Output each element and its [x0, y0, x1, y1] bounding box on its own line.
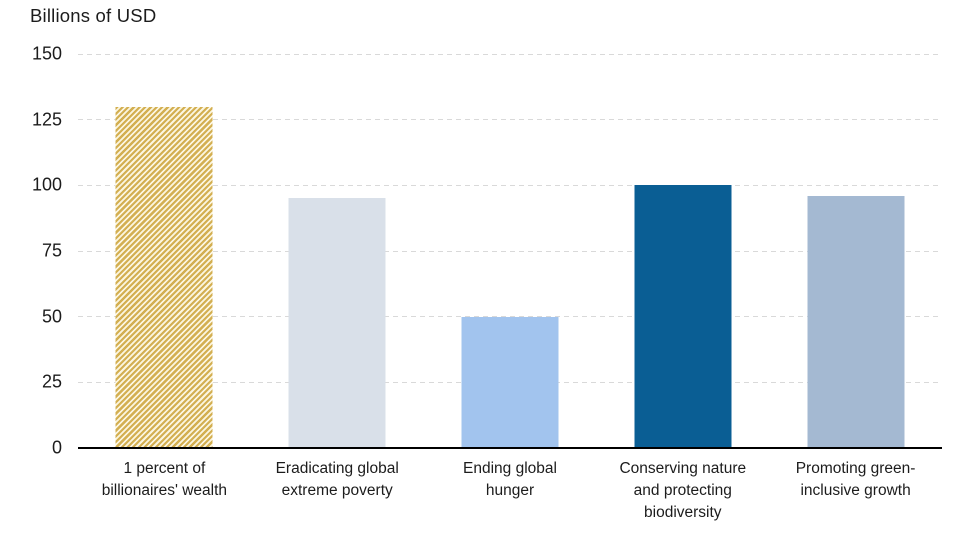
gridline-125 [78, 119, 942, 121]
gridline-75 [78, 250, 942, 252]
gridline-50 [78, 316, 942, 318]
bar-slot [424, 54, 597, 448]
y-axis-tick-labels: 0 25 50 75 100 125 150 [0, 44, 64, 458]
bar-1 [288, 198, 386, 448]
y-tick-label-0: 0 [51, 437, 62, 458]
y-tick-label-100: 100 [31, 174, 62, 195]
x-axis-category-labels: 1 percent of billionaires' wealth Eradica… [78, 458, 942, 524]
bar-slot [251, 54, 424, 448]
bar-slot [78, 54, 251, 448]
x-axis-line [78, 447, 942, 449]
gridline-100 [78, 184, 942, 186]
y-tick-label-50: 50 [41, 306, 62, 327]
y-tick-label-125: 125 [31, 109, 62, 130]
y-tick-label-150: 150 [31, 43, 62, 64]
bar-hatched-0 [115, 106, 213, 448]
bar-2 [461, 316, 559, 448]
gridline-150 [78, 53, 942, 55]
y-tick-label-75: 75 [41, 240, 62, 261]
bar-3 [634, 185, 732, 448]
bar-series [78, 54, 942, 448]
bar-slot [769, 54, 942, 448]
bar-slot [596, 54, 769, 448]
y-tick-label-25: 25 [41, 371, 62, 392]
x-category-label-1: Eradicating global extreme poverty [275, 460, 399, 499]
x-category-label-0: 1 percent of billionaires' wealth [101, 460, 228, 499]
chart-title: Billions of USD [30, 5, 157, 26]
plot-area [78, 53, 942, 449]
bar-4 [807, 195, 905, 448]
x-category-label-2: Ending global hunger [463, 460, 557, 499]
x-category-label-4: Promoting green- inclusive growth [795, 460, 916, 499]
x-category-label-3: Conserving nature and protecting biodive… [619, 460, 747, 521]
